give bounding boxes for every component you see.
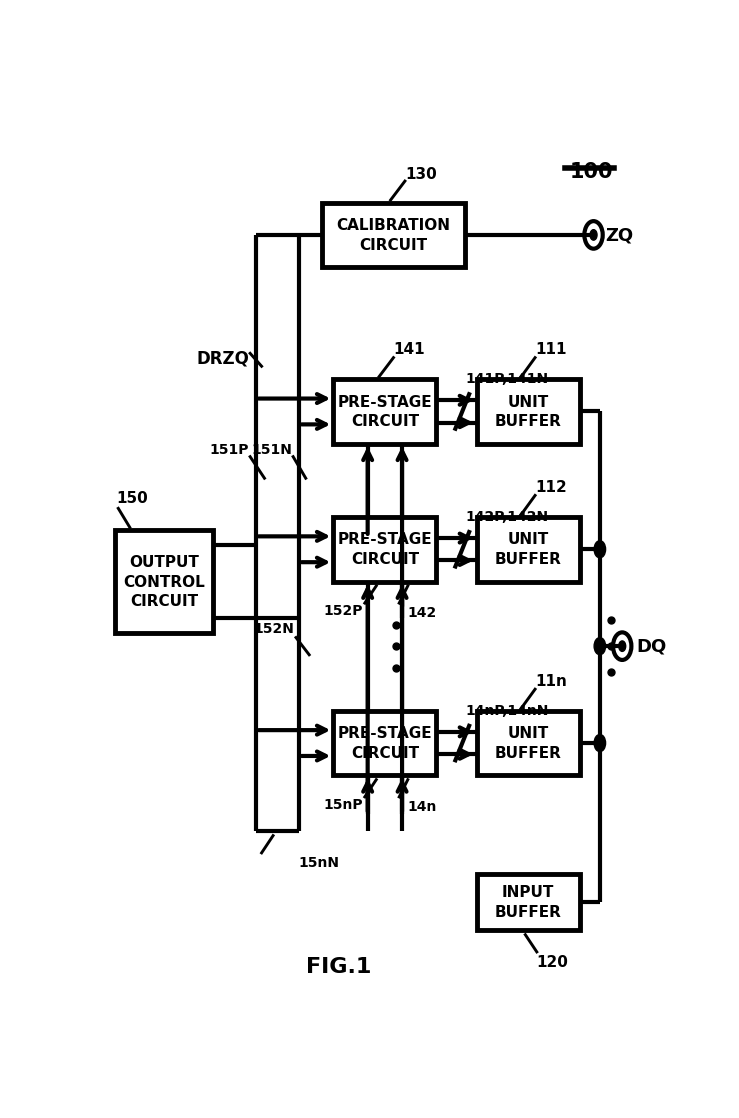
Text: FIG.1: FIG.1 [306, 956, 371, 976]
Text: UNIT
BUFFER: UNIT BUFFER [494, 395, 561, 429]
Text: PRE-STAGE
CIRCUIT: PRE-STAGE CIRCUIT [337, 726, 432, 760]
Text: PRE-STAGE
CIRCUIT: PRE-STAGE CIRCUIT [337, 395, 432, 429]
FancyBboxPatch shape [333, 518, 436, 581]
Text: OUTPUT
CONTROL
CIRCUIT: OUTPUT CONTROL CIRCUIT [123, 555, 205, 609]
Text: 112: 112 [535, 480, 567, 495]
Circle shape [593, 735, 605, 751]
Text: 141: 141 [393, 342, 425, 357]
Text: 150: 150 [117, 491, 148, 506]
Text: 120: 120 [537, 955, 568, 969]
Text: ZQ: ZQ [605, 226, 633, 245]
Text: PRE-STAGE
CIRCUIT: PRE-STAGE CIRCUIT [337, 532, 432, 567]
FancyBboxPatch shape [115, 530, 213, 634]
FancyBboxPatch shape [476, 518, 579, 581]
Text: 141P,141N: 141P,141N [465, 372, 548, 386]
Text: 14n: 14n [407, 799, 437, 814]
Text: 14nP,14nN: 14nP,14nN [465, 703, 548, 718]
Text: 152N: 152N [253, 622, 294, 636]
Circle shape [618, 641, 625, 652]
FancyBboxPatch shape [321, 203, 465, 267]
Text: DRZQ: DRZQ [196, 349, 249, 367]
Text: CALIBRATION
CIRCUIT: CALIBRATION CIRCUIT [336, 218, 450, 253]
Text: 151N: 151N [251, 443, 292, 457]
Circle shape [593, 541, 605, 558]
Text: 15nP: 15nP [323, 798, 363, 812]
Text: UNIT
BUFFER: UNIT BUFFER [494, 532, 561, 567]
Text: 111: 111 [535, 342, 567, 357]
Text: 11n: 11n [535, 673, 567, 689]
Text: 100: 100 [569, 162, 613, 182]
Circle shape [590, 230, 596, 240]
Text: 142P,142N: 142P,142N [465, 510, 548, 523]
FancyBboxPatch shape [476, 874, 579, 930]
Text: 15nN: 15nN [298, 855, 339, 870]
Text: INPUT
BUFFER: INPUT BUFFER [494, 885, 561, 920]
Text: UNIT
BUFFER: UNIT BUFFER [494, 726, 561, 760]
Text: 151P: 151P [209, 443, 249, 457]
Text: 152P: 152P [323, 604, 363, 618]
Text: DQ: DQ [636, 637, 666, 655]
Text: 142: 142 [407, 606, 437, 619]
FancyBboxPatch shape [333, 379, 436, 444]
Circle shape [593, 637, 605, 655]
Text: 130: 130 [404, 167, 436, 181]
FancyBboxPatch shape [333, 711, 436, 776]
FancyBboxPatch shape [476, 379, 579, 444]
FancyBboxPatch shape [476, 711, 579, 776]
